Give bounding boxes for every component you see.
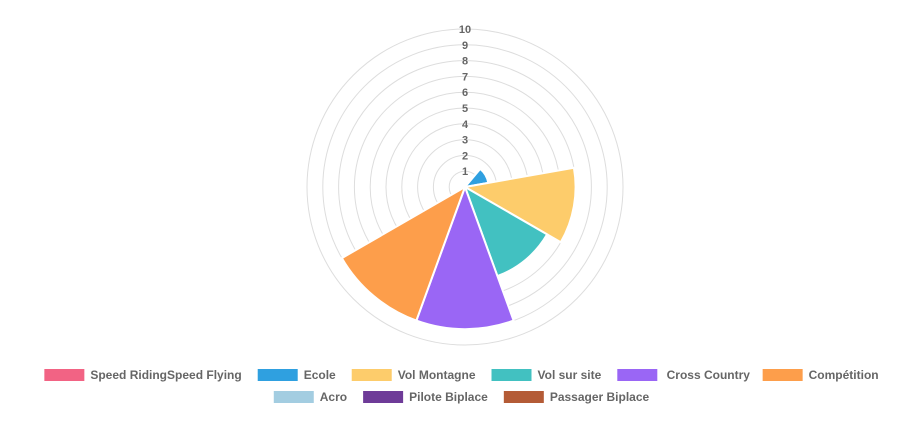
legend-label-4[interactable]: Cross Country <box>663 368 750 382</box>
legend-label-5[interactable]: Compétition <box>809 368 879 382</box>
grid-circle-10 <box>306 28 624 346</box>
radial-ticks: 1 2 3 4 5 6 7 8 9 10 <box>459 24 471 178</box>
tick-label-3: 3 <box>462 135 468 147</box>
legend-label-7[interactable]: Pilote Biplace <box>409 390 488 404</box>
chart-segments <box>340 166 577 331</box>
legend-label-3[interactable]: Vol sur site <box>538 368 602 382</box>
tick-label-5: 5 <box>462 103 468 115</box>
segment-3[interactable] <box>463 184 549 278</box>
legend-label-2[interactable]: Vol Montagne <box>398 368 476 382</box>
segment-5[interactable] <box>340 184 467 322</box>
legend-label-8[interactable]: Passager Biplace <box>550 390 650 404</box>
legend-swatch-0[interactable] <box>44 369 85 381</box>
segment-4[interactable] <box>415 184 515 331</box>
legend-swatch-5[interactable] <box>762 369 803 381</box>
tick-label-8: 8 <box>462 56 468 68</box>
legend-swatch-2[interactable] <box>351 369 392 381</box>
legend: Speed RidingSpeed Flying Ecole Vol Montagn… <box>44 368 879 404</box>
legend-swatch-1[interactable] <box>257 369 298 381</box>
tick-label-6: 6 <box>462 87 468 99</box>
tick-label-10: 10 <box>459 24 471 36</box>
legend-label-1[interactable]: Ecole <box>304 368 336 382</box>
legend-label-0[interactable]: Speed RidingSpeed Flying <box>90 368 241 382</box>
tick-label-9: 9 <box>462 40 468 52</box>
legend-swatch-7[interactable] <box>363 391 404 403</box>
legend-swatch-4[interactable] <box>617 369 658 381</box>
tick-label-4: 4 <box>462 119 469 131</box>
tick-label-7: 7 <box>462 71 468 83</box>
legend-swatch-3[interactable] <box>491 369 532 381</box>
legend-swatch-8[interactable] <box>503 391 544 403</box>
tick-label-1: 1 <box>462 166 468 178</box>
legend-swatch-6[interactable] <box>273 391 314 403</box>
legend-label-6[interactable]: Acro <box>320 390 347 404</box>
segment-2[interactable] <box>462 166 577 244</box>
tick-label-2: 2 <box>462 150 468 162</box>
